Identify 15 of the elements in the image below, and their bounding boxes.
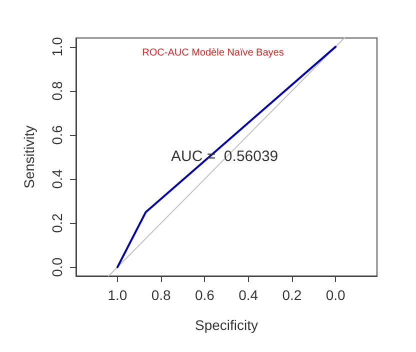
x-tick-label: 0.8 bbox=[151, 287, 172, 303]
x-tick-label: 0.4 bbox=[238, 287, 258, 303]
x-tick-label: 0.2 bbox=[282, 287, 302, 303]
x-tick-label: 0.0 bbox=[326, 287, 346, 303]
y-tick-label: 0.0 bbox=[49, 257, 65, 277]
y-tick-label: 0.4 bbox=[49, 169, 65, 189]
y-axis-title: Sensitivity bbox=[21, 125, 37, 189]
y-tick-label: 1.0 bbox=[49, 36, 65, 57]
x-tick-label: 0.6 bbox=[194, 287, 215, 303]
x-axis-title: Specificity bbox=[194, 317, 258, 333]
y-tick-label: 0.2 bbox=[49, 213, 65, 233]
x-tick-label: 1.0 bbox=[108, 287, 128, 303]
y-tick-label: 0.6 bbox=[49, 125, 65, 145]
text: ROC-AUC Modèle Naïve Bayes bbox=[142, 48, 284, 58]
y-tick-label: 0.8 bbox=[49, 80, 65, 101]
